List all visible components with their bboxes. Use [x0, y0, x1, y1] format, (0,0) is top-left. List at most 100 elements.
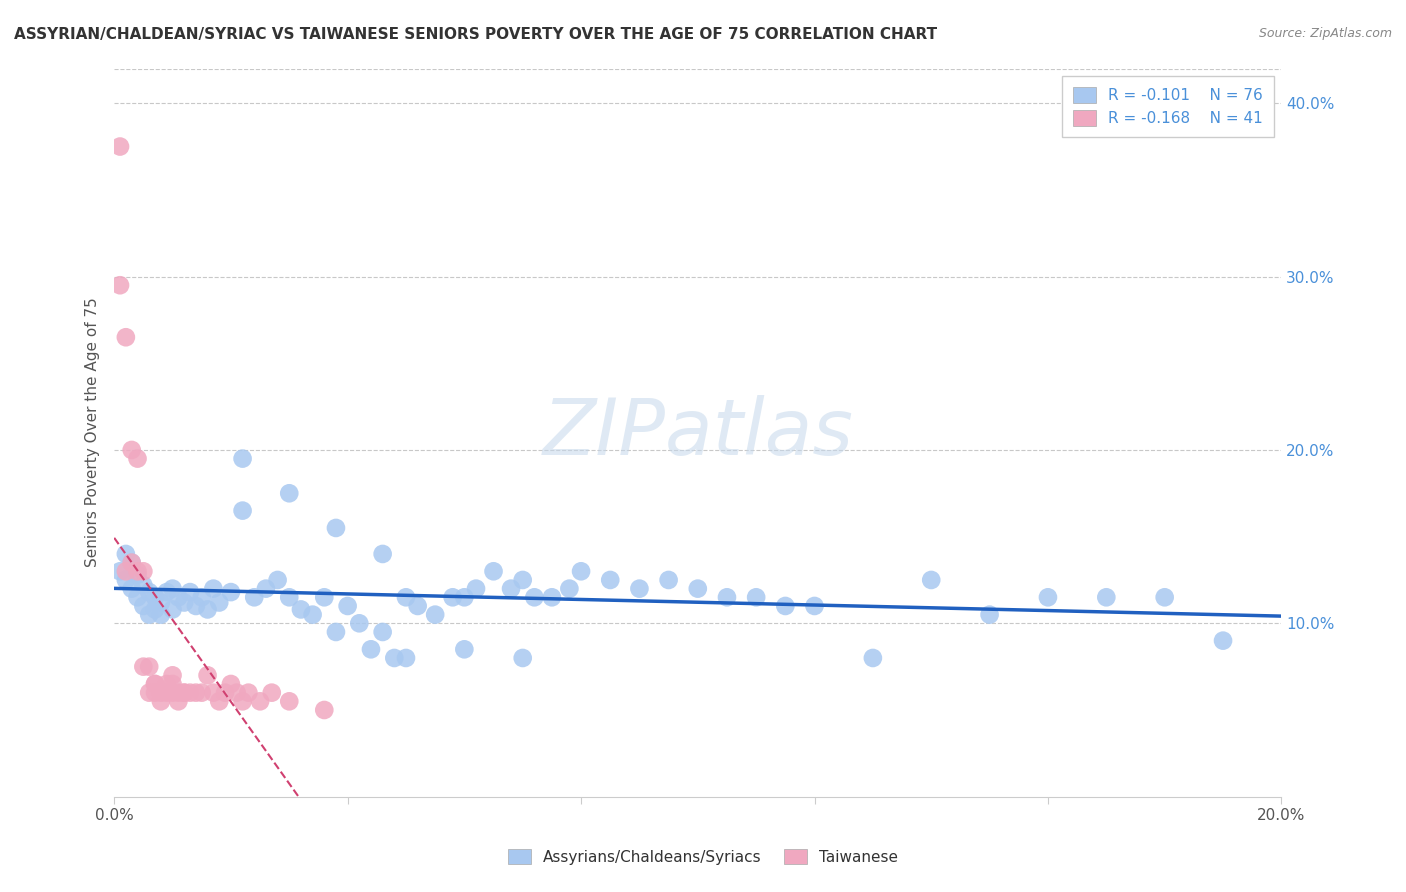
- Point: [716, 591, 738, 605]
- Point: [138, 585, 160, 599]
- Point: [184, 686, 207, 700]
- Point: [162, 686, 184, 700]
- Point: [184, 599, 207, 613]
- Point: [143, 686, 166, 700]
- Point: [132, 564, 155, 578]
- Point: [371, 547, 394, 561]
- Point: [314, 703, 336, 717]
- Point: [127, 564, 149, 578]
- Point: [143, 677, 166, 691]
- Point: [149, 595, 172, 609]
- Point: [232, 451, 254, 466]
- Point: [132, 659, 155, 673]
- Point: [278, 591, 301, 605]
- Point: [127, 451, 149, 466]
- Text: Source: ZipAtlas.com: Source: ZipAtlas.com: [1258, 27, 1392, 40]
- Point: [512, 651, 534, 665]
- Point: [149, 694, 172, 708]
- Point: [745, 591, 768, 605]
- Point: [453, 591, 475, 605]
- Point: [190, 591, 212, 605]
- Point: [569, 564, 592, 578]
- Point: [558, 582, 581, 596]
- Point: [162, 677, 184, 691]
- Point: [167, 694, 190, 708]
- Point: [775, 599, 797, 613]
- Point: [260, 686, 283, 700]
- Point: [465, 582, 488, 596]
- Point: [156, 677, 179, 691]
- Point: [349, 616, 371, 631]
- Point: [202, 686, 225, 700]
- Point: [121, 582, 143, 596]
- Point: [143, 677, 166, 691]
- Point: [441, 591, 464, 605]
- Point: [1095, 591, 1118, 605]
- Point: [541, 591, 564, 605]
- Point: [406, 599, 429, 613]
- Point: [108, 139, 131, 153]
- Point: [219, 677, 242, 691]
- Point: [132, 578, 155, 592]
- Point: [325, 624, 347, 639]
- Point: [179, 686, 201, 700]
- Point: [167, 686, 190, 700]
- Point: [156, 686, 179, 700]
- Point: [979, 607, 1001, 622]
- Y-axis label: Seniors Poverty Over the Age of 75: Seniors Poverty Over the Age of 75: [86, 298, 100, 567]
- Legend: Assyrians/Chaldeans/Syriacs, Taiwanese: Assyrians/Chaldeans/Syriacs, Taiwanese: [496, 838, 910, 875]
- Point: [108, 278, 131, 293]
- Point: [395, 591, 418, 605]
- Point: [149, 686, 172, 700]
- Point: [238, 686, 260, 700]
- Point: [314, 591, 336, 605]
- Point: [523, 591, 546, 605]
- Point: [382, 651, 405, 665]
- Point: [115, 547, 138, 561]
- Point: [121, 442, 143, 457]
- Point: [156, 585, 179, 599]
- Point: [395, 651, 418, 665]
- Point: [121, 556, 143, 570]
- Point: [232, 694, 254, 708]
- Point: [138, 607, 160, 622]
- Point: [290, 602, 312, 616]
- Point: [219, 585, 242, 599]
- Point: [278, 486, 301, 500]
- Point: [249, 694, 271, 708]
- Point: [162, 668, 184, 682]
- Point: [173, 686, 195, 700]
- Point: [208, 595, 231, 609]
- Point: [325, 521, 347, 535]
- Point: [254, 582, 277, 596]
- Point: [202, 582, 225, 596]
- Point: [862, 651, 884, 665]
- Text: ASSYRIAN/CHALDEAN/SYRIAC VS TAIWANESE SENIORS POVERTY OVER THE AGE OF 75 CORRELA: ASSYRIAN/CHALDEAN/SYRIAC VS TAIWANESE SE…: [14, 27, 938, 42]
- Point: [920, 573, 942, 587]
- Point: [301, 607, 323, 622]
- Point: [360, 642, 382, 657]
- Point: [197, 668, 219, 682]
- Point: [121, 556, 143, 570]
- Point: [425, 607, 447, 622]
- Point: [1153, 591, 1175, 605]
- Point: [482, 564, 505, 578]
- Point: [143, 591, 166, 605]
- Point: [115, 330, 138, 344]
- Point: [278, 694, 301, 708]
- Point: [214, 686, 236, 700]
- Point: [127, 591, 149, 605]
- Point: [115, 564, 138, 578]
- Point: [138, 686, 160, 700]
- Point: [108, 564, 131, 578]
- Point: [115, 573, 138, 587]
- Point: [132, 599, 155, 613]
- Point: [162, 602, 184, 616]
- Point: [138, 659, 160, 673]
- Point: [599, 573, 621, 587]
- Legend: R = -0.101    N = 76, R = -0.168    N = 41: R = -0.101 N = 76, R = -0.168 N = 41: [1063, 76, 1274, 137]
- Point: [1036, 591, 1059, 605]
- Point: [208, 694, 231, 708]
- Point: [686, 582, 709, 596]
- Point: [167, 591, 190, 605]
